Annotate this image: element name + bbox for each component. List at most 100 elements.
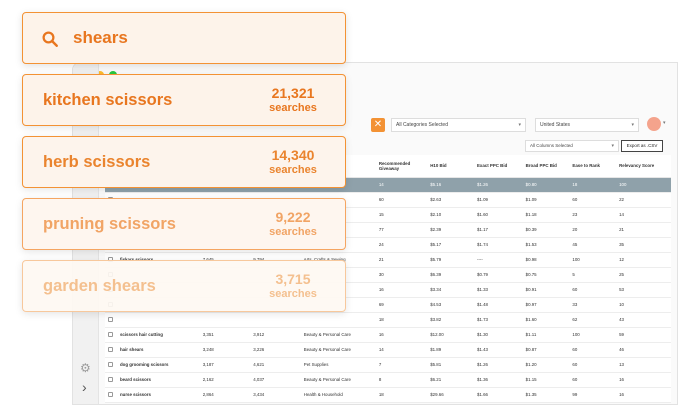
relevancy-score-cell: 16 xyxy=(616,372,671,388)
h10-bid-cell: $5.79 xyxy=(427,252,474,268)
ease-to-rank-cell: 33 xyxy=(569,297,617,313)
row-checkbox[interactable] xyxy=(108,361,113,367)
category-cell: Beauty & Personal Care xyxy=(300,327,376,343)
columns-select[interactable]: All Columns Selected ▾ xyxy=(525,140,619,152)
exact-ppc-bid-cell: $1.26 xyxy=(474,357,523,373)
ease-to-rank-cell: 5 xyxy=(569,267,617,283)
h10-bid-cell: $5.17 xyxy=(427,237,474,253)
gear-icon[interactable]: ⚙ xyxy=(80,361,91,375)
table-row[interactable]: hair shears 3,248 3,226 Beauty & Personal C… xyxy=(105,342,671,358)
row-select-cell xyxy=(105,387,117,403)
row-checkbox[interactable] xyxy=(108,376,113,382)
exact-ppc-bid-cell: $1.33 xyxy=(474,282,523,298)
keyword-cell: hair shears xyxy=(116,342,200,358)
table-row[interactable]: scissors hair cutting 3,351 3,912 Beauty & … xyxy=(105,327,671,343)
suggestion-unit: searches xyxy=(269,226,317,238)
suggestion-unit: searches xyxy=(269,164,317,176)
table-row[interactable]: nurse scissors 2,864 3,434 Health & Househo… xyxy=(105,387,671,403)
h10-bid-cell: $6.21 xyxy=(427,372,474,388)
category-cell: Health & Household xyxy=(300,387,376,403)
competing-products-cell: 3,226 xyxy=(250,342,301,358)
row-checkbox[interactable] xyxy=(108,316,113,322)
suggestion-card[interactable]: garden shears 3,715 searches xyxy=(22,260,346,312)
giveaway-cell: 21 xyxy=(375,252,428,268)
header-recommended-giveaway[interactable]: Recommended Giveaway xyxy=(375,155,428,178)
competing-products-cell: 4,037 xyxy=(250,372,301,388)
broad-ppc-bid-cell: $1.15 xyxy=(522,372,570,388)
avatar[interactable] xyxy=(647,117,661,131)
suggestion-count: 3,715 xyxy=(275,271,311,287)
header-h10-bid[interactable]: H10 Bid xyxy=(427,155,474,178)
keyword-cell: beard scissors xyxy=(116,372,200,388)
suggestion-keyword: herb scissors xyxy=(43,153,151,171)
relevancy-score-cell: 59 xyxy=(616,327,671,343)
relevancy-score-cell: 53 xyxy=(616,282,671,298)
category-cell: Pet Supplies xyxy=(300,357,376,373)
giveaway-cell: 14 xyxy=(375,342,428,358)
header-exact-ppc-bid[interactable]: Exact PPC Bid xyxy=(474,155,523,178)
chevron-down-icon: ▾ xyxy=(518,122,521,128)
exact-ppc-bid-cell: $1.17 xyxy=(474,222,523,238)
keyword-cell xyxy=(116,312,200,328)
keyword-cell: scissors hair cutting xyxy=(116,327,200,343)
row-select-cell xyxy=(105,342,117,358)
keyword-cell: nurse scissors xyxy=(116,387,200,403)
exact-ppc-bid-cell: $1.66 xyxy=(474,387,523,403)
giveaway-cell: 24 xyxy=(375,237,428,253)
giveaway-cell: 69 xyxy=(375,297,428,313)
table-row[interactable]: dog grooming scissors 3,187 4,621 Pet Suppl… xyxy=(105,357,671,373)
category-select-value: All Categories Selected xyxy=(396,122,448,128)
search-card[interactable]: shears xyxy=(22,12,346,64)
relevancy-score-cell: 25 xyxy=(616,267,671,283)
table-row[interactable]: 18 $3.82 $1.73 $1.60 62 43 xyxy=(105,312,671,328)
export-csv-button[interactable]: Export as .CSV xyxy=(621,140,663,152)
ease-to-rank-cell: 100 xyxy=(569,327,617,343)
broad-ppc-bid-cell: $1.09 xyxy=(522,192,570,208)
suggestion-keyword: kitchen scissors xyxy=(43,91,173,109)
header-broad-ppc-bid[interactable]: Broad PPC Bid xyxy=(522,155,570,178)
exact-ppc-bid-cell: $1.36 xyxy=(474,372,523,388)
broad-ppc-bid-cell: $1.53 xyxy=(522,237,570,253)
relevancy-score-cell: 43 xyxy=(616,312,671,328)
category-select[interactable]: All Categories Selected ▾ xyxy=(391,118,526,132)
category-cell: Beauty & Personal Care xyxy=(300,342,376,358)
suggestion-card[interactable]: kitchen scissors 21,321 searches xyxy=(22,74,346,126)
exact-ppc-bid-cell: $1.26 xyxy=(474,177,523,193)
suggestion-card[interactable]: pruning scissors 9,222 searches xyxy=(22,198,346,250)
search-volume-cell: 3,248 xyxy=(199,342,251,358)
broad-ppc-bid-cell: $0.75 xyxy=(522,267,570,283)
chevron-right-icon[interactable]: › xyxy=(82,379,87,395)
row-checkbox[interactable] xyxy=(108,346,113,352)
table-row[interactable]: beard scissors 2,162 4,037 Beauty & Persona… xyxy=(105,372,671,388)
suggestion-card[interactable]: herb scissors 14,340 searches xyxy=(22,136,346,188)
broad-ppc-bid-cell: $1.60 xyxy=(522,312,570,328)
ease-to-rank-cell: 100 xyxy=(569,252,617,268)
relevancy-score-cell: 35 xyxy=(616,237,671,253)
competing-products-cell xyxy=(250,312,301,328)
suggestion-unit: searches xyxy=(269,288,317,300)
search-volume-cell: 2,864 xyxy=(199,387,251,403)
giveaway-cell: 14 xyxy=(375,177,428,193)
ease-to-rank-cell: 60 xyxy=(569,357,617,373)
exact-ppc-bid-cell: $1.74 xyxy=(474,237,523,253)
h10-bid-cell: $2.10 xyxy=(427,207,474,223)
broad-ppc-bid-cell: $0.39 xyxy=(522,222,570,238)
broad-ppc-bid-cell: $0.98 xyxy=(522,252,570,268)
suggestion-count: 9,222 xyxy=(275,209,311,225)
suggestion-keyword: garden shears xyxy=(43,277,156,295)
search-volume-cell: 2,162 xyxy=(199,372,251,388)
country-select[interactable]: United States ▾ xyxy=(535,118,639,132)
row-checkbox[interactable] xyxy=(108,331,113,337)
h10-bid-cell: $6.39 xyxy=(427,267,474,283)
header-ease-to-rank[interactable]: Ease to Rank xyxy=(569,155,617,178)
keyword-cell: dog grooming scissors xyxy=(116,357,200,373)
giveaway-cell: 16 xyxy=(375,327,428,343)
h10-bid-cell: $12.00 xyxy=(427,327,474,343)
clear-filter-button[interactable]: ✕ xyxy=(371,118,385,132)
broad-ppc-bid-cell: $1.18 xyxy=(522,207,570,223)
header-relevancy-score[interactable]: Relevancy Score xyxy=(616,155,671,178)
row-checkbox[interactable] xyxy=(108,391,113,397)
row-select-cell xyxy=(105,357,117,373)
broad-ppc-bid-cell: $0.91 xyxy=(522,282,570,298)
chevron-down-icon[interactable]: ▾ xyxy=(663,120,666,126)
